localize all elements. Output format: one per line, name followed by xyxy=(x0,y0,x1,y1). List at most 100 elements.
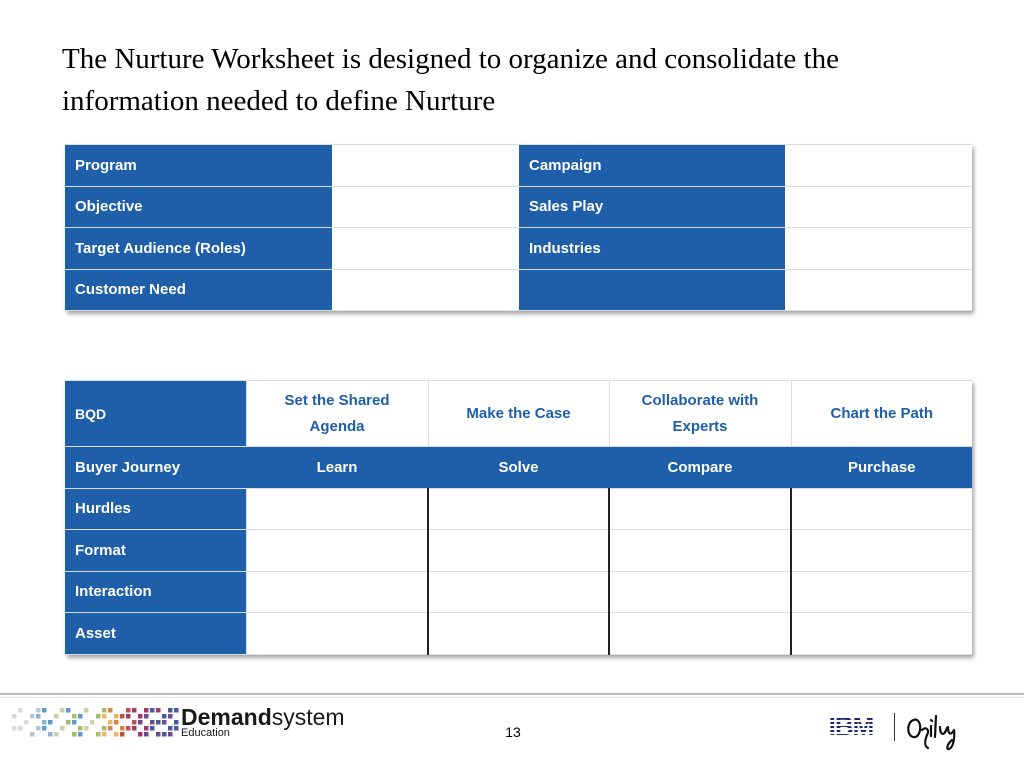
table-row: Customer Need xyxy=(65,268,972,311)
bqd-label: BQD xyxy=(65,380,246,447)
ibm-logo: IBM xyxy=(829,714,875,736)
logo-mosaic-tile xyxy=(132,708,137,713)
worksheet-cell xyxy=(790,488,972,530)
logo-mosaic-tile xyxy=(144,732,149,737)
logo-mosaic-tile xyxy=(162,714,167,719)
page-number: 13 xyxy=(505,724,521,740)
logo-mosaic-tile xyxy=(36,714,41,719)
table-row: Hurdles xyxy=(65,487,972,530)
logo-mosaic-tile xyxy=(144,726,149,731)
logo-mosaic-tile xyxy=(42,708,47,713)
customer-need-label: Customer Need xyxy=(65,268,332,311)
logo-mosaic-tile xyxy=(168,732,173,737)
slide-title: The Nurture Worksheet is designed to org… xyxy=(62,43,839,117)
objective-label: Objective xyxy=(65,185,332,228)
logo-mosaic-tile xyxy=(114,732,119,737)
table-row: Asset xyxy=(65,612,972,655)
demandsystem-wordmark: Demandsystem xyxy=(181,705,345,729)
footer-divider xyxy=(0,693,1024,695)
logo-mosaic-tile xyxy=(24,720,29,725)
logo-mosaic-tile xyxy=(30,714,35,719)
logo-mosaic-tile xyxy=(102,726,107,731)
logo-mosaic-tile xyxy=(90,720,95,725)
logo-mosaic-tile xyxy=(48,732,53,737)
logo-mosaic-tile xyxy=(114,720,119,725)
logo-mosaic-tile xyxy=(168,708,173,713)
table-row: Format xyxy=(65,529,972,572)
logo-mosaic-tile xyxy=(66,708,71,713)
campaign-value-cell xyxy=(785,144,972,187)
logo-mosaic-tile xyxy=(78,714,83,719)
info-table: Program Campaign Objective Sales Play Ta… xyxy=(65,144,972,311)
brand-sub: Education xyxy=(181,727,230,739)
journey-step: Compare xyxy=(608,446,791,489)
customer-need-value-cell xyxy=(332,268,519,311)
logo-mosaic-tile xyxy=(120,732,125,737)
journey-step: Solve xyxy=(427,446,609,489)
worksheet-cell xyxy=(427,529,609,572)
logo-mosaic-tile xyxy=(174,708,179,713)
table-row: Target Audience (Roles) Industries xyxy=(65,227,972,270)
industries-value-cell xyxy=(785,227,972,270)
logo-mosaic-tile xyxy=(150,708,155,713)
logo-mosaic-tile xyxy=(60,726,65,731)
journey-step: Purchase xyxy=(790,446,972,489)
logo-mosaic-tile xyxy=(132,720,137,725)
logo-mosaic-tile xyxy=(54,714,59,719)
stage-header: Chart the Path xyxy=(790,380,972,447)
logo-mosaic-tile xyxy=(156,720,161,725)
sales-play-label: Sales Play xyxy=(519,185,785,228)
asset-label: Asset xyxy=(65,612,246,655)
interaction-label: Interaction xyxy=(65,570,246,613)
logo-mosaic-tile xyxy=(78,726,83,731)
logo-mosaic-tile xyxy=(42,726,47,731)
logo-mosaic-tile xyxy=(150,720,155,725)
logo-mosaic-tile xyxy=(162,732,167,737)
logo-mosaic-tile xyxy=(156,732,161,737)
target-audience-value-cell xyxy=(332,227,519,270)
sales-play-value-cell xyxy=(785,185,972,228)
logo-mosaic-tile xyxy=(72,732,77,737)
logo-mosaic-tile xyxy=(12,726,17,731)
logo-mosaic-tile xyxy=(132,726,137,731)
logo-mosaic-tile xyxy=(36,726,41,731)
worksheet-cell xyxy=(427,488,609,530)
logo-mosaic-tile xyxy=(84,726,89,731)
brand-bold: Demand xyxy=(181,704,272,730)
logo-mosaic-tile xyxy=(114,714,119,719)
table-row: Program Campaign xyxy=(65,144,972,187)
logo-mosaic-tile xyxy=(144,714,149,719)
worksheet-cell xyxy=(245,571,428,613)
journey-step: Learn xyxy=(245,446,428,489)
logo-mosaic-tile xyxy=(102,708,107,713)
logo-mosaic-tile xyxy=(162,720,167,725)
logo-mosaic-tile xyxy=(120,714,125,719)
logo-mosaic-tile xyxy=(48,720,53,725)
logo-mosaic-tile xyxy=(18,708,23,713)
worksheet-cell xyxy=(245,488,428,530)
table-row: Interaction xyxy=(65,570,972,613)
program-label: Program xyxy=(65,144,332,187)
logo-mosaic-tile xyxy=(30,732,35,737)
worksheet-cell xyxy=(790,571,972,613)
worksheet-cell xyxy=(245,612,428,655)
logo-mosaic-tile xyxy=(72,720,77,725)
logo-mosaic-tile xyxy=(54,732,59,737)
stage-header: Set the Shared Agenda xyxy=(245,380,428,447)
logo-mosaic-tile xyxy=(96,714,101,719)
logo-mosaic-tile xyxy=(102,732,107,737)
objective-value-cell xyxy=(332,185,519,228)
footer-divider-light xyxy=(0,697,1024,698)
logo-mosaic-tile xyxy=(96,732,101,737)
logo-mosaic-tile xyxy=(12,714,17,719)
logo-mosaic-tile xyxy=(108,720,113,725)
logo-mosaic-tile xyxy=(138,714,143,719)
worksheet-cell xyxy=(427,571,609,613)
industries-label: Industries xyxy=(519,227,785,270)
logo-mosaic-tile xyxy=(84,708,89,713)
logo-mosaic-tile xyxy=(168,726,173,731)
worksheet-cell xyxy=(427,612,609,655)
logo-divider xyxy=(894,713,895,741)
logo-mosaic-tile xyxy=(120,726,125,731)
campaign-label: Campaign xyxy=(519,144,785,187)
